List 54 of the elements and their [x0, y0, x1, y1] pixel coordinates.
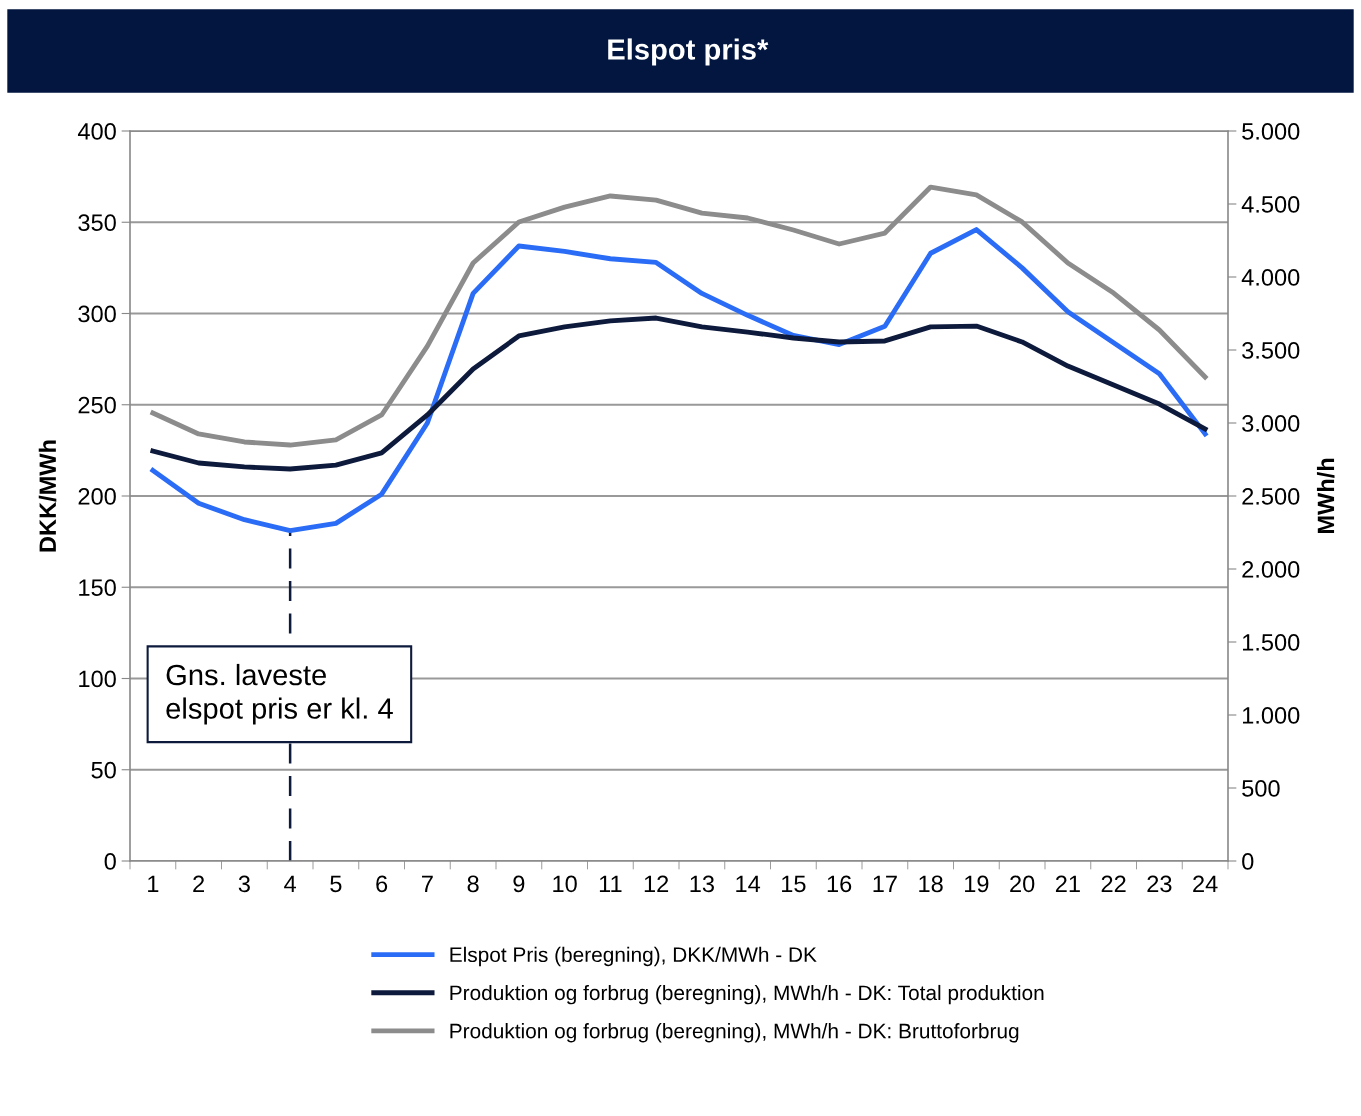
y2-tick-label: 4.000	[1241, 269, 1300, 286]
y-tick-label: 400	[77, 123, 116, 140]
y-tick-label: 200	[78, 488, 116, 505]
line-series	[150, 315, 1208, 472]
x-tick-label: 22	[1101, 875, 1126, 892]
x-tick-label: 12	[644, 875, 669, 892]
legend-label: Produktion og forbrug (beregning), MWh/h - DK: Bruttoforbrug	[450, 1023, 1019, 1043]
y2-tick-label: 3.000	[1242, 415, 1300, 432]
y2-tick-label: 1.000	[1242, 707, 1300, 724]
x-tick-label: 7	[422, 875, 433, 892]
y-tick-label: 50	[91, 761, 116, 779]
line-series	[150, 184, 1208, 448]
x-tick-label: 5	[330, 875, 342, 893]
x-tick-label: 10	[553, 875, 577, 893]
x-tick-label: 24	[1193, 875, 1218, 892]
x-tick-label: 11	[599, 875, 622, 892]
x-tick-label: 14	[736, 875, 761, 892]
y-tick-label: 300	[78, 305, 116, 323]
y2-tick-label: 500	[1242, 780, 1280, 797]
x-tick-label: 1	[148, 875, 159, 892]
x-tick-label: 23	[1147, 875, 1172, 893]
x-tick-label: 20	[1010, 875, 1035, 893]
x-tick-label: 16	[827, 875, 852, 893]
y-axis-title: DKK/MWh	[38, 440, 57, 552]
legend-label: Produktion og forbrug (beregning), MWh/h - DK: Total produktion	[450, 984, 1044, 1005]
x-tick-label: 21	[1055, 875, 1080, 892]
line-series	[150, 227, 1208, 534]
x-tick-label: 13	[690, 875, 714, 893]
y2-axis-title: MWh/h	[1316, 458, 1335, 534]
y-tick-label: 350	[78, 214, 116, 232]
x-tick-label: 19	[965, 875, 989, 893]
y2-tick-label: 2.500	[1242, 488, 1300, 505]
y2-tick-label: 0	[1242, 853, 1254, 870]
x-tick-label: 9	[513, 875, 525, 893]
y2-tick-label: 2.000	[1242, 561, 1300, 578]
y2-tick-label: 5.000	[1242, 123, 1300, 140]
y-tick-label: 150	[79, 579, 116, 597]
y-tick-label: 100	[79, 670, 116, 688]
x-tick-label: 17	[873, 875, 897, 892]
y2-tick-label: 1.500	[1242, 634, 1300, 651]
x-tick-label: 4	[284, 875, 296, 892]
chart-title: Elspot pris*	[608, 38, 769, 66]
x-tick-label: 18	[919, 875, 943, 893]
x-tick-label: 2	[193, 875, 205, 892]
x-tick-label: 6	[376, 875, 388, 893]
y2-tick-label: 4.500	[1241, 196, 1300, 213]
y-tick-label: 0	[104, 853, 116, 870]
x-tick-label: 8	[467, 875, 479, 893]
y2-tick-label: 3.500	[1242, 342, 1300, 359]
legend-label: Elspot Pris (beregning), DKK/MWh - DK	[450, 946, 817, 967]
x-tick-label: 3	[238, 875, 250, 893]
annotation: Gns. laveste elspot pris er kl. 4	[166, 663, 393, 725]
y-tick-label: 250	[78, 396, 116, 414]
x-tick-label: 15	[782, 875, 806, 893]
